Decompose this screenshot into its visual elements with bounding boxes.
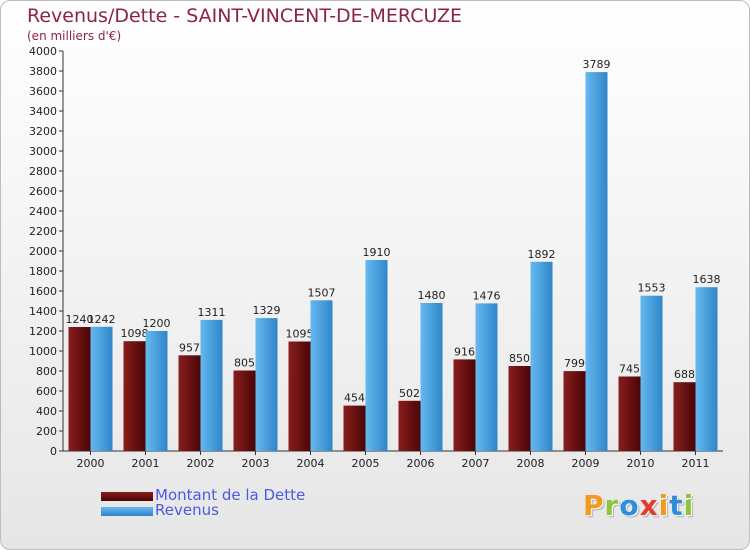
y-tick-label: 0 [50,445,57,458]
bar-revenue [310,300,333,451]
bar-debt [233,370,256,451]
data-label-debt: 454 [344,392,365,405]
legend-swatch-debt [101,492,153,501]
logo-letter: r [604,489,620,522]
bar-revenue [200,319,223,451]
data-label-revenue: 1910 [363,246,391,259]
legend-swatch-revenue [101,507,153,516]
y-tick-label: 600 [36,385,57,398]
data-label-revenue: 1329 [253,304,281,317]
logo-letter: x [639,489,659,522]
bar-debt [563,371,586,451]
x-tick-label: 2004 [297,457,325,470]
y-tick-label: 400 [36,405,57,418]
bar-debt [343,405,366,451]
legend-label-revenue: Revenus [155,501,219,519]
bar-revenue [695,287,718,451]
chart-title: Revenus/Dette - SAINT-VINCENT-DE-MERCUZE [27,5,463,27]
data-label-revenue: 1480 [418,289,446,302]
data-label-debt: 799 [564,357,585,370]
data-label-debt: 1240 [66,313,94,326]
data-label-debt: 957 [179,341,200,354]
bar-revenue [90,326,113,451]
x-tick-label: 2011 [682,457,710,470]
data-label-debt: 1098 [121,327,149,340]
bar-debt [673,382,696,451]
x-tick-label: 2007 [462,457,490,470]
y-tick-label: 4000 [29,45,57,58]
bar-debt [68,327,91,451]
bar-debt [288,341,311,451]
x-tick-label: 2005 [352,457,380,470]
chart-subtitle: (en milliers d'€) [27,29,122,43]
data-label-debt: 502 [399,387,420,400]
data-label-revenue: 1553 [638,282,666,295]
data-label-debt: 1095 [286,328,314,341]
bar-revenue [585,72,608,451]
data-label-revenue: 1507 [308,286,336,299]
data-label-debt: 805 [234,357,255,370]
y-tick-label: 200 [36,425,57,438]
y-tick-label: 3400 [29,105,57,118]
data-label-debt: 916 [454,345,475,358]
proxiti-logo: Proxiti [583,489,694,522]
x-tick-label: 2002 [187,457,215,470]
x-tick-label: 2010 [627,457,655,470]
data-label-debt: 745 [619,363,640,376]
bar-revenue [365,260,388,451]
logo-letter: t [669,489,684,522]
data-label-revenue: 1311 [198,306,226,319]
x-tick-label: 2009 [572,457,600,470]
y-tick-label: 800 [36,365,57,378]
y-tick-label: 2800 [29,165,57,178]
y-tick-label: 2200 [29,225,57,238]
bar-revenue [145,331,168,451]
bar-revenue [255,318,278,451]
x-tick-label: 2001 [132,457,160,470]
y-tick-label: 3000 [29,145,57,158]
logo-letter: P [583,489,605,522]
bar-debt [123,341,146,451]
x-tick-label: 2000 [77,457,105,470]
logo-letter: i [658,489,670,522]
x-tick-label: 2006 [407,457,435,470]
y-tick-label: 3200 [29,125,57,138]
data-label-revenue: 1892 [528,248,556,261]
y-tick-label: 2000 [29,245,57,258]
bar-revenue [475,303,498,451]
x-tick-label: 2008 [517,457,545,470]
bar-debt [398,400,421,451]
bar-debt [178,355,201,451]
y-tick-label: 1000 [29,345,57,358]
y-tick-label: 1200 [29,325,57,338]
data-label-debt: 688 [674,368,695,381]
bar-revenue [420,303,443,451]
data-label-debt: 850 [509,352,530,365]
data-label-revenue: 3789 [583,58,611,71]
bar-debt [453,359,476,451]
data-label-revenue: 1476 [473,289,501,302]
bar-revenue [640,295,663,451]
y-tick-label: 2400 [29,205,57,218]
y-tick-label: 1400 [29,305,57,318]
y-tick-label: 1800 [29,265,57,278]
data-label-revenue: 1242 [88,313,116,326]
logo-letter: o [619,489,640,522]
data-label-revenue: 1638 [693,273,721,286]
bar-revenue [530,261,553,451]
legend-label-debt: Montant de la Dette [155,486,306,504]
y-tick-label: 2600 [29,185,57,198]
y-tick-label: 3800 [29,65,57,78]
y-tick-label: 3600 [29,85,57,98]
y-tick-label: 1600 [29,285,57,298]
bar-debt [618,376,641,451]
bar-debt [508,366,531,451]
data-label-revenue: 1200 [143,317,171,330]
logo-letter: i [683,489,695,522]
x-tick-label: 2003 [242,457,270,470]
